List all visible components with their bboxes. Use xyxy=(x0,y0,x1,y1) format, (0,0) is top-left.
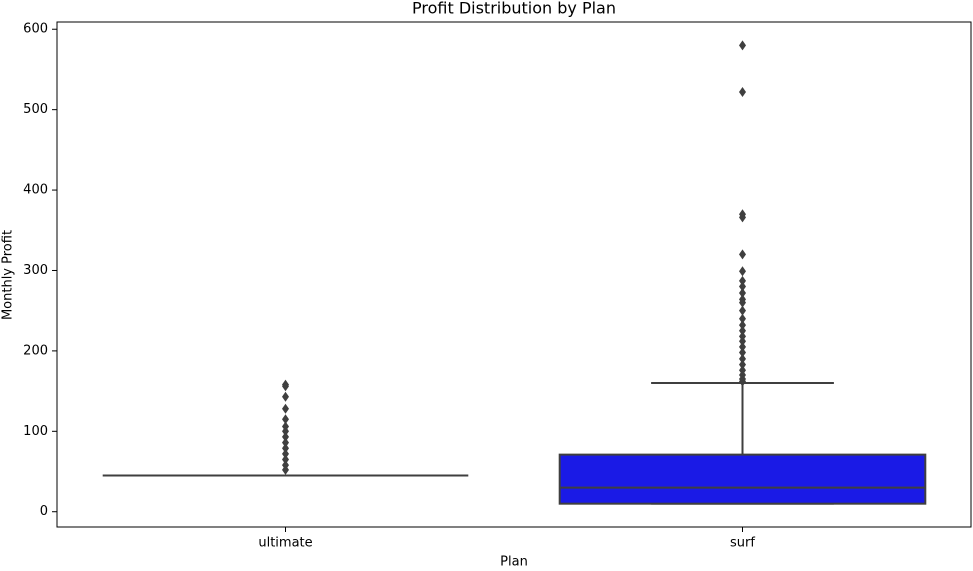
y-tick-label: 0 xyxy=(40,504,48,519)
outlier xyxy=(282,443,289,454)
outlier xyxy=(739,266,746,277)
outlier xyxy=(739,336,746,347)
outlier xyxy=(739,313,746,324)
outlier xyxy=(739,40,746,51)
outlier xyxy=(282,403,289,414)
x-tick-label: surf xyxy=(730,536,755,551)
outlier xyxy=(282,448,289,459)
outlier xyxy=(739,347,746,358)
outlier xyxy=(282,381,289,392)
y-axis-label: Monthly Profit xyxy=(1,230,16,320)
outlier xyxy=(739,325,746,336)
outlier xyxy=(739,359,746,370)
box xyxy=(558,453,927,505)
outlier xyxy=(282,414,289,425)
outlier xyxy=(282,391,289,402)
y-tick-label: 500 xyxy=(23,102,48,117)
plot-frame xyxy=(56,21,972,528)
outlier xyxy=(282,426,289,437)
outlier xyxy=(739,297,746,308)
y-tick-label: 100 xyxy=(23,424,48,439)
y-tick-label: 400 xyxy=(23,183,48,198)
outlier xyxy=(282,437,289,448)
outlier xyxy=(739,249,746,260)
outlier xyxy=(282,431,289,442)
chart-title: Profit Distribution by Plan xyxy=(412,0,616,18)
outlier xyxy=(739,320,746,331)
outlier xyxy=(282,454,289,465)
outlier xyxy=(739,376,746,387)
x-tick-label: ultimate xyxy=(258,536,312,551)
outlier xyxy=(739,275,746,286)
y-tick-label: 300 xyxy=(23,263,48,278)
y-tick-label: 200 xyxy=(23,343,48,358)
outlier xyxy=(739,281,746,292)
outlier xyxy=(739,287,746,298)
outlier xyxy=(282,464,289,475)
outlier xyxy=(739,353,746,364)
outlier xyxy=(739,86,746,97)
y-tick-label: 600 xyxy=(23,22,48,37)
outlier xyxy=(739,341,746,352)
x-axis-label: Plan xyxy=(500,555,528,568)
outlier xyxy=(739,305,746,316)
outlier xyxy=(739,212,746,223)
